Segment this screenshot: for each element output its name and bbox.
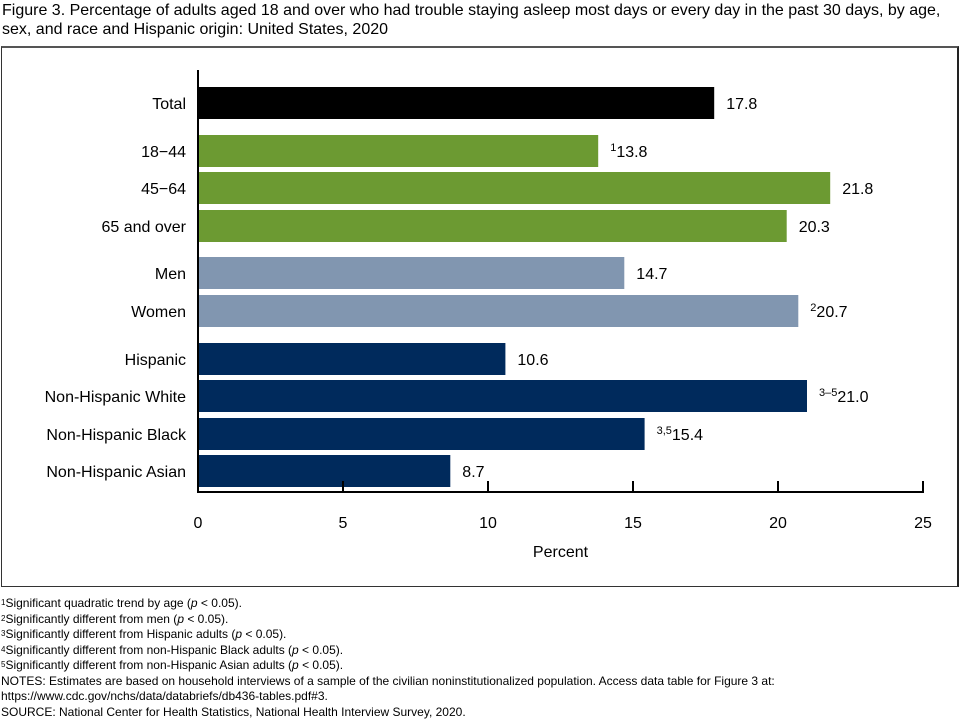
value-number: 15.4 [672, 427, 703, 444]
category-label: Men [155, 266, 186, 283]
bar [198, 418, 645, 450]
x-tick-label: 20 [769, 515, 787, 532]
value-number: 20.7 [816, 304, 847, 321]
category-label: Non-Hispanic Asian [46, 464, 186, 481]
x-tick-label: 5 [339, 515, 348, 532]
value-label: 14.7 [636, 266, 667, 283]
x-tick-label: 25 [914, 515, 932, 532]
value-superscript: 2 [810, 302, 816, 314]
footnote-2: 2Significantly different from men (p < 0… [1, 611, 229, 626]
bar [198, 295, 799, 327]
category-label: 18−44 [141, 144, 186, 161]
value-superscript: 3–5 [819, 387, 837, 399]
category-label: Total [152, 96, 186, 113]
value-label: 3–521.0 [819, 387, 869, 406]
value-superscript: 1 [610, 142, 616, 154]
value-label: 8.7 [462, 464, 484, 481]
bar [198, 135, 599, 167]
bar [198, 343, 506, 375]
bar-chart: Total 17.8 18−44 113.8 45−64 21.8 65 and over 2… [45, 70, 932, 561]
footnotes: 1Significant quadratic trend by age (p <… [1, 596, 775, 720]
category-label: 45−64 [141, 181, 186, 198]
bar [198, 455, 451, 487]
x-tick-label: 0 [194, 515, 203, 532]
category-label: 65 and over [101, 219, 186, 236]
bar [198, 87, 715, 119]
notes-url[interactable]: https://www.cdc.gov/nchs/data/databriefs… [1, 689, 328, 703]
footnote-4: 4Significantly different from non-Hispan… [1, 642, 344, 657]
value-number: 13.8 [616, 144, 647, 161]
bar [198, 210, 787, 242]
value-label: 10.6 [517, 352, 548, 369]
notes-text: NOTES: Estimates are based on household … [1, 673, 775, 688]
bar [198, 172, 831, 204]
value-number: 21.0 [837, 389, 868, 406]
value-label: 113.8 [610, 142, 647, 161]
category-label: Women [131, 304, 186, 321]
bar [198, 380, 807, 412]
x-tick-label: 15 [624, 515, 642, 532]
value-superscript: 3,5 [657, 425, 672, 437]
category-label: Non-Hispanic Black [46, 427, 187, 444]
category-label: Non-Hispanic White [45, 389, 186, 406]
value-label: 3,515.4 [657, 425, 704, 444]
chart-frame [1, 46, 959, 587]
value-label: 20.3 [799, 219, 830, 236]
bar [198, 257, 625, 289]
category-label: Hispanic [125, 352, 186, 369]
x-axis-title: Percent [533, 544, 589, 561]
value-label: 220.7 [810, 302, 847, 321]
footnote-5: 5Significantly different from non-Hispan… [1, 658, 344, 672]
value-label: 17.8 [726, 96, 757, 113]
footnote-1: 1Significant quadratic trend by age (p <… [1, 596, 242, 610]
figure-title: Figure 3. Percentage of adults aged 18 a… [2, 2, 941, 38]
footnote-3: 3Significantly different from Hispanic a… [1, 627, 287, 641]
x-tick-label: 10 [479, 515, 497, 532]
source-text: SOURCE: National Center for Health Stati… [1, 704, 466, 719]
value-label: 21.8 [842, 181, 873, 198]
